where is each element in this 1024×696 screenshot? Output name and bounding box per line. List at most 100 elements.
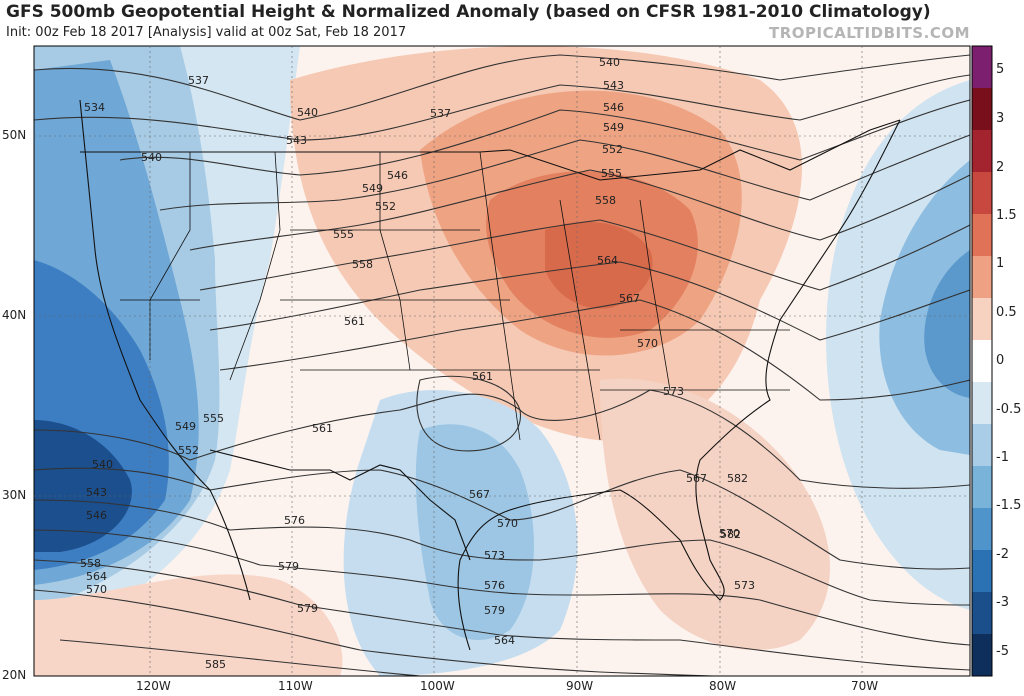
lat-label-30n: 30N [2, 488, 27, 502]
contour-label: 570 [86, 583, 107, 596]
lat-label-20n: 20N [2, 668, 27, 682]
lon-label-90w: 90W [566, 679, 594, 693]
colorbar-label: 5 [996, 62, 1005, 77]
colorbar-swatch [972, 214, 992, 257]
contour-label: 579 [278, 560, 299, 573]
contour-label: 549 [175, 420, 196, 433]
colorbar-swatch [972, 508, 992, 551]
state-borders [120, 151, 790, 441]
east-coastline [457, 119, 901, 651]
colorbar-swatch [972, 424, 992, 467]
colorbar-label: -1.5 [996, 498, 1022, 513]
contour-line [34, 529, 970, 646]
contour-label: 537 [188, 74, 209, 87]
contour-label: 582 [727, 472, 748, 485]
colorbar-swatch [972, 382, 992, 425]
contour-label: 540 [297, 106, 318, 119]
contour-label: 567 [469, 488, 490, 501]
contour-line [219, 299, 970, 401]
contour-label: 579 [484, 604, 505, 617]
contour-line [159, 134, 970, 211]
contour-label: 543 [86, 486, 107, 499]
colorbar-label: -3 [996, 595, 1009, 610]
colorbar-label: -1 [996, 450, 1009, 465]
contour-line [34, 74, 970, 141]
contour-label: 540 [141, 151, 162, 164]
contour-line [209, 261, 970, 341]
colorbar-swatch [972, 130, 992, 173]
contour-label: 567 [686, 472, 707, 485]
contour-label: 573 [663, 385, 684, 398]
graticule [34, 46, 970, 676]
contour-label: 555 [601, 167, 622, 180]
us-canada-border [80, 119, 901, 181]
contour-label: 552 [375, 200, 396, 213]
contour-label: 552 [178, 444, 199, 457]
contour-label: 558 [80, 557, 101, 570]
west-coastline [79, 99, 251, 601]
contour-label: 546 [603, 101, 624, 114]
colorbar-swatch [972, 634, 992, 677]
contour-label: 585 [205, 658, 226, 671]
contour-line [416, 375, 521, 452]
colorbar-label: -5 [996, 644, 1009, 659]
colorbar-swatch [972, 88, 992, 131]
lon-label-120w: 120W [136, 679, 171, 693]
lon-label-110w: 110W [278, 679, 313, 693]
colorbar-swatch [972, 550, 992, 593]
contour-label: 546 [86, 509, 107, 522]
contour-line [199, 219, 970, 291]
contour-label: 570 [637, 337, 658, 350]
political-borders [79, 99, 901, 651]
contour-label: 570 [719, 527, 740, 540]
lat-label-40n: 40N [2, 308, 27, 322]
contour-line [59, 639, 421, 676]
contour-label: 564 [86, 570, 107, 583]
contour-label: 558 [352, 258, 373, 271]
colorbar-swatch [972, 172, 992, 215]
contour-label: 561 [472, 370, 493, 383]
contour-label: 543 [286, 134, 307, 147]
central-positive-anomaly-core [545, 221, 653, 309]
contour-label: 567 [619, 292, 640, 305]
colorbar-label: -2 [996, 547, 1009, 562]
colorbar-swatch [972, 592, 992, 635]
west-negative-anomaly-center [34, 420, 132, 552]
colorbar-label: 1 [996, 256, 1005, 271]
lon-label-80w: 80W [709, 679, 737, 693]
contour-label: 582 [720, 528, 741, 541]
brand-watermark: TROPICALTIDBITS.COM [769, 24, 970, 42]
lat-label-50n: 50N [2, 128, 27, 142]
contour-label: 534 [84, 101, 105, 114]
southwest-positive-anomaly [34, 574, 343, 676]
contour-label: 537 [430, 107, 451, 120]
contour-label: 543 [603, 79, 624, 92]
contour-label: 570 [497, 517, 518, 530]
contour-label: 549 [362, 182, 383, 195]
contour-label: 564 [494, 634, 515, 647]
colorbar-swatch [972, 466, 992, 509]
contour-label: 579 [297, 602, 318, 615]
colorbar-label: 3 [996, 111, 1005, 126]
contour-label: 555 [333, 228, 354, 241]
lon-label-100w: 100W [420, 679, 455, 693]
contour-line [34, 499, 970, 606]
contour-line [119, 99, 970, 176]
contour-line [34, 589, 727, 676]
colorbar-label: -0.5 [996, 402, 1022, 417]
contour-label: 576 [284, 514, 305, 527]
contour-label: 552 [602, 143, 623, 156]
east-negative-anomaly-core [924, 250, 970, 398]
colorbar-label: 0.5 [996, 305, 1017, 320]
contour-label: 540 [92, 458, 113, 471]
chart-title: GFS 500mb Geopotential Height & Normaliz… [6, 2, 931, 22]
contour-label: 573 [484, 549, 505, 562]
chart-subtitle: Init: 00z Feb 18 2017 [Analysis] valid a… [6, 25, 407, 40]
contour-line [34, 54, 970, 121]
colorbar-swatch [972, 340, 992, 383]
colorbar-label: 2 [996, 160, 1005, 175]
contour-line [189, 169, 970, 251]
colorbar-label: 0 [996, 353, 1005, 368]
colorbar [971, 45, 993, 677]
